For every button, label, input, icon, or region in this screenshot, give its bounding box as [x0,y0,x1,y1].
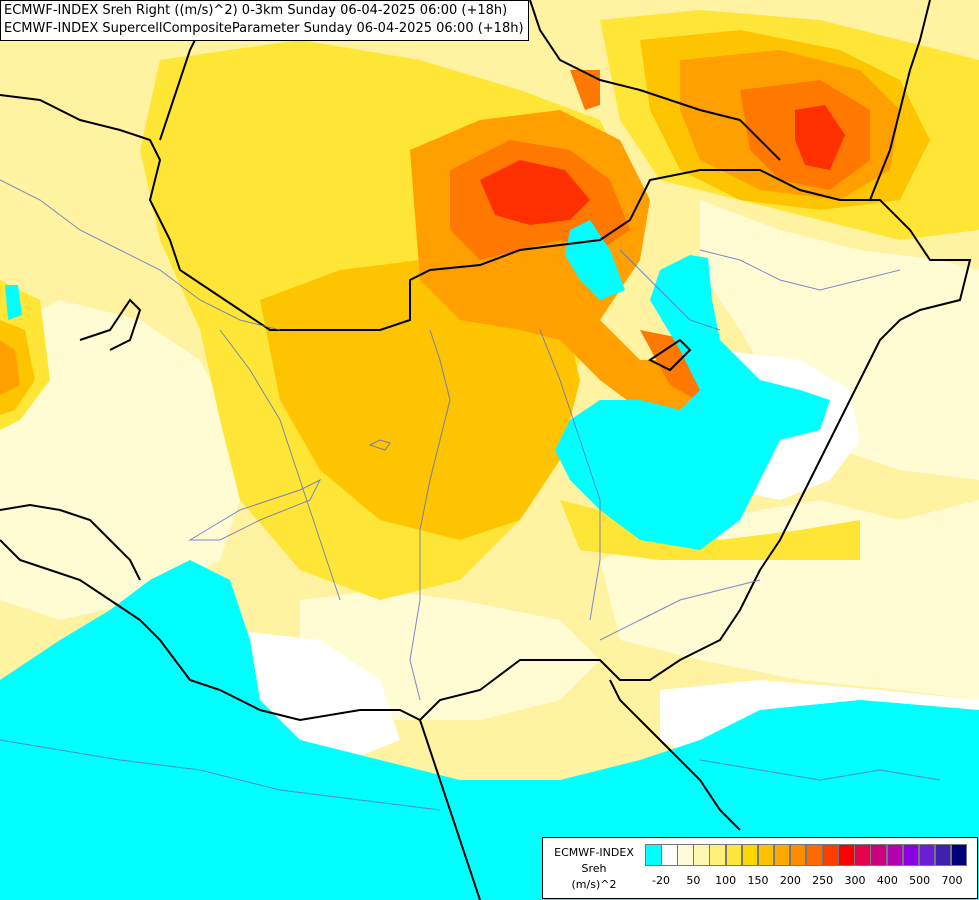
legend-title-1: ECMWF-INDEX [554,846,634,859]
legend-swatch [806,844,823,866]
legend-swatch [950,844,968,866]
legend-swatch [741,844,759,866]
legend-swatch [645,844,662,866]
legend-swatch [886,844,904,866]
legend-swatch [870,844,887,866]
legend-tick-label: 700 [941,874,963,887]
legend-tick-label: 100 [715,874,737,887]
cyan-zones [0,220,979,900]
legend-tick-label: 500 [909,874,931,887]
map-title-box: ECMWF-INDEX Sreh Right ((m/s)^2) 0-3km S… [0,0,529,41]
title-line-2: ECMWF-INDEX SupercellCompositeParameter … [4,21,524,36]
legend-tick-label: 200 [779,874,801,887]
legend-swatch [725,844,743,866]
legend-tick-label: 400 [876,874,898,887]
legend-swatch [757,844,775,866]
title-line-1: ECMWF-INDEX Sreh Right ((m/s)^2) 0-3km S… [4,3,508,18]
rivers [0,179,941,811]
legend-tick-label: 150 [747,874,769,887]
legend-swatch [693,844,710,866]
legend-title-2: Sreh [581,862,607,875]
legend-tick-label: -20 [652,874,670,887]
legend-swatch [838,844,855,866]
legend-tick-label: 250 [812,874,834,887]
legend-swatch [918,844,936,866]
legend-swatch [902,844,920,866]
legend-swatch [677,844,694,866]
color-legend: ECMWF-INDEX Sreh (m/s)^2 -20 50 100 150 200 2… [542,837,978,899]
legend-swatch [709,844,726,866]
legend-title-3: (m/s)^2 [571,878,617,891]
legend-swatch [773,844,791,866]
legend-tick-label: 50 [686,874,701,887]
red-zones [480,105,845,225]
legend-tick-label: 300 [844,874,866,887]
legend-swatch [661,844,678,866]
legend-swatch [822,844,839,866]
legend-swatch [934,844,952,866]
legend-swatch [789,844,807,866]
legend-swatch [854,844,871,866]
